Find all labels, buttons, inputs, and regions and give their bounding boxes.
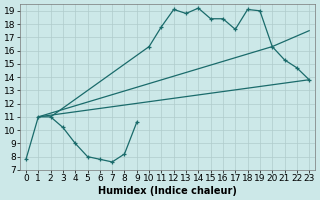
- X-axis label: Humidex (Indice chaleur): Humidex (Indice chaleur): [98, 186, 237, 196]
